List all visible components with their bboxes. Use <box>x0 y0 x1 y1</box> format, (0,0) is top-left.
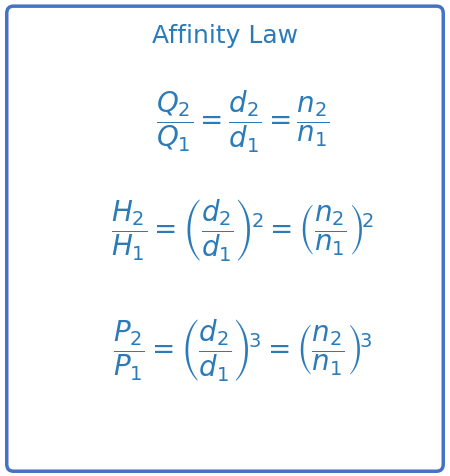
Text: $\dfrac{Q_2}{Q_1} = \dfrac{d_2}{d_1} = \dfrac{n_2}{n_1}$: $\dfrac{Q_2}{Q_1} = \dfrac{d_2}{d_1} = \… <box>156 89 330 154</box>
Text: $\dfrac{P_2}{P_1} = \left(\dfrac{d_2}{d_1}\right)^{\!3} = \left(\dfrac{n_2}{n_1}: $\dfrac{P_2}{P_1} = \left(\dfrac{d_2}{d_… <box>113 317 373 383</box>
Text: $\dfrac{H_2}{H_1} = \left(\dfrac{d_2}{d_1}\right)^{\!2} = \left(\dfrac{n_2}{n_1}: $\dfrac{H_2}{H_1} = \left(\dfrac{d_2}{d_… <box>112 198 374 264</box>
FancyBboxPatch shape <box>7 7 443 471</box>
Text: Affinity Law: Affinity Law <box>152 24 298 48</box>
